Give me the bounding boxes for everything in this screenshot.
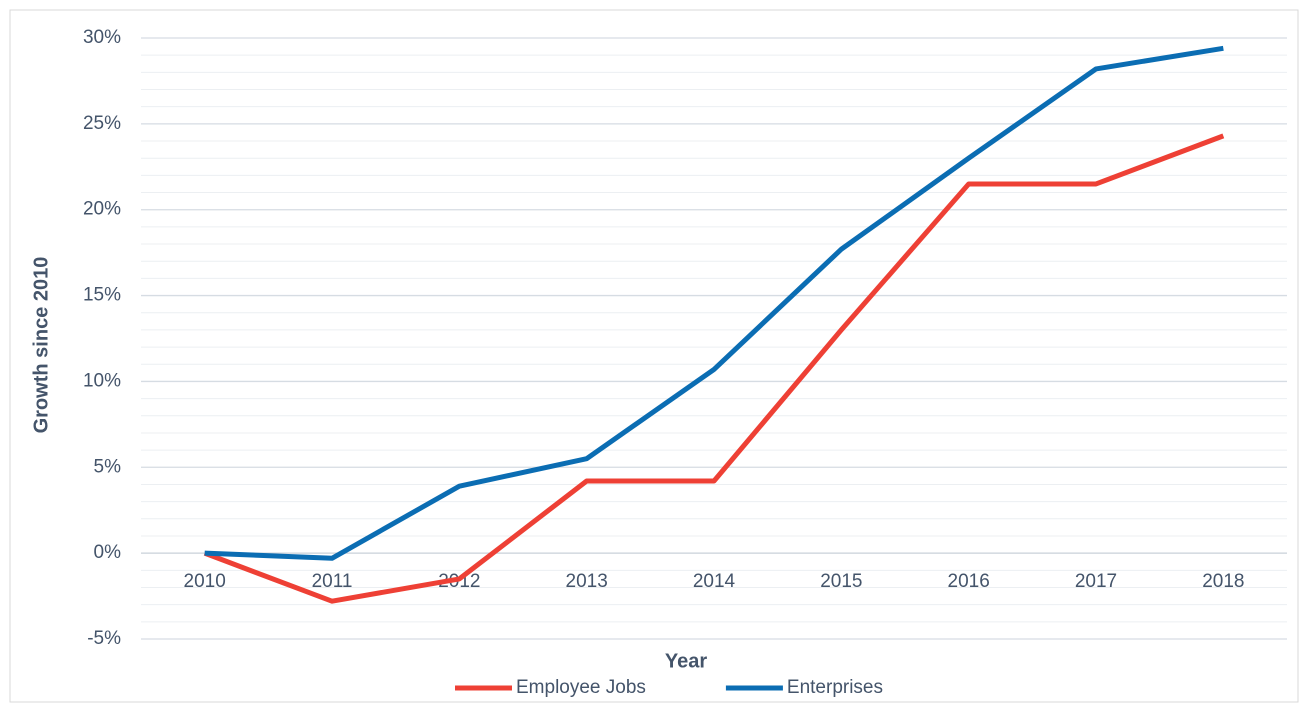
y-tick-label: 20%	[83, 199, 121, 220]
x-tick-label: 2012	[438, 571, 480, 592]
y-tick-label: 0%	[94, 542, 122, 563]
x-tick-label: 2011	[312, 571, 353, 592]
chart-border	[9, 9, 1299, 703]
x-tick-label: 2015	[820, 571, 862, 592]
legend-label: Enterprises	[787, 677, 883, 698]
x-axis-title: Year	[665, 650, 707, 672]
legend-label: Employee Jobs	[516, 677, 646, 698]
x-tick-label: 2013	[566, 571, 608, 592]
data-line	[204, 45, 1224, 561]
x-tick-label: 2017	[1075, 571, 1117, 592]
data-line	[203, 133, 1225, 604]
x-tick-label: 2014	[693, 571, 736, 592]
y-tick-label: 10%	[83, 370, 121, 391]
y-tick-label: 30%	[83, 27, 121, 48]
x-tick-label: 2016	[948, 571, 990, 592]
y-tick-label: 15%	[83, 285, 121, 306]
y-tick-label: -5%	[87, 628, 121, 649]
x-tick-label: 2018	[1202, 571, 1244, 592]
y-axis-title: Growth since 2010	[30, 257, 52, 434]
x-tick-label: 2010	[184, 571, 226, 592]
y-tick-label: 5%	[94, 456, 122, 477]
y-tick-label: 25%	[83, 113, 121, 134]
